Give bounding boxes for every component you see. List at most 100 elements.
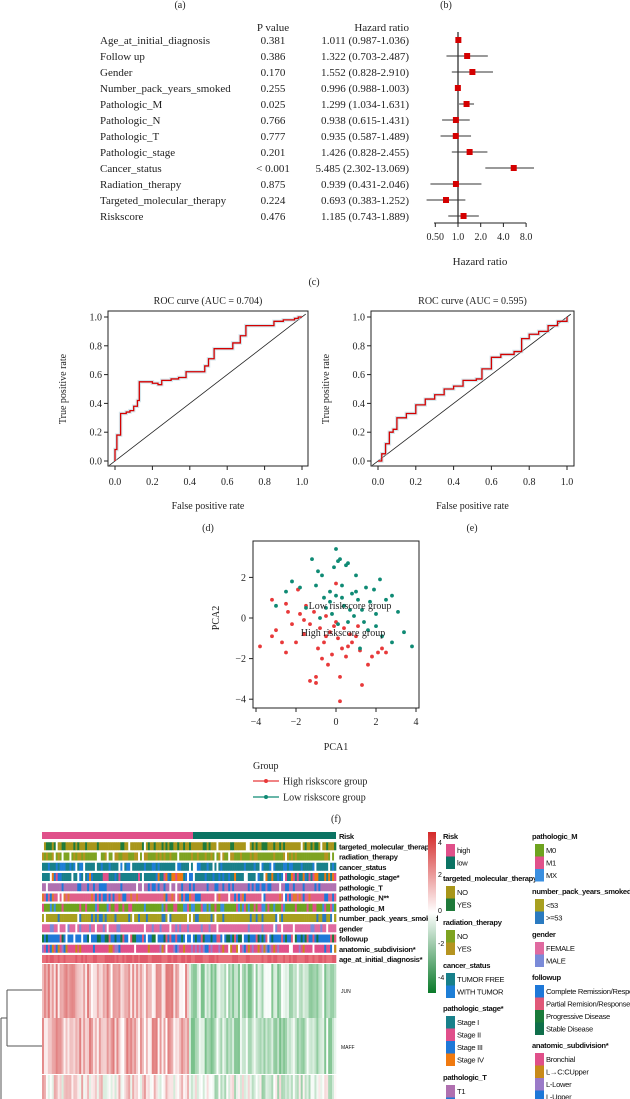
annotation-cell [255,924,258,933]
annotation-cell [42,873,45,881]
annotation-cell [302,852,305,861]
annotation-cell [249,934,253,943]
pca-point-low [354,589,358,594]
annotation-cell [202,903,205,912]
annotation-cell [216,852,219,861]
annotation-cell [55,955,58,963]
annotation-cell [116,883,119,892]
annotation-cell [55,842,58,851]
annotation-cell [163,944,166,953]
annotation-cell [222,924,225,933]
annotation-cell [77,852,80,861]
annotation-cell [81,955,84,963]
heatmap-cell [194,1018,198,1074]
annotation-cell [77,955,80,963]
annotation-cell [245,842,249,851]
annotation-cell [89,842,92,851]
annotation-cell [281,883,284,892]
annotation-cell [61,842,64,851]
annotation-cell [179,873,182,881]
heatmap-cell [79,1018,82,1074]
annotation-cell [228,955,231,963]
annotation-cell [302,842,305,851]
annotation-cell [118,934,121,943]
annotation-cell [65,934,68,943]
annotation-cell [326,852,329,861]
annotation-cell [134,924,137,933]
annotation-cell [65,862,68,871]
heatmap-cell [269,1018,272,1074]
pca-point-low [320,573,324,578]
annotation-cell [89,903,92,912]
heatmap-cell [212,964,215,1018]
annotation-cell [128,862,131,871]
legend-item-label: T1 [457,1087,465,1096]
annotation-cell [51,924,55,933]
heatmap-cell [149,1018,153,1074]
annotation-cell [247,842,251,851]
annotation-cell [285,914,288,922]
annotation-cell [175,955,178,963]
heatmap-cell [304,1075,307,1099]
pca-point-low [340,595,344,600]
annotation-cell [283,903,286,912]
annotation-cell [112,842,115,851]
heatmap-cell [210,964,213,1018]
legend-title: gender [532,930,556,939]
legend-swatch [446,1097,455,1099]
heatmap-cell [196,1075,200,1099]
annotation-cell [49,914,53,922]
annotation-cell [179,842,182,851]
heatmap-cell [165,964,168,1018]
annotation-cell [173,873,176,881]
annotation-cell [222,862,225,871]
heatmap-cell [108,964,111,1018]
annotation-cell [71,924,74,933]
annotation-cell [49,944,53,953]
annotation-cell [247,852,251,861]
annotation-cell [81,903,84,912]
annotation-cell [312,852,315,861]
annotation-cell [210,883,213,892]
annotation-cell [81,862,84,871]
annotation-cell [79,883,82,892]
pca-point-low [314,583,318,588]
heatmap-cell [253,1075,256,1099]
annotation-cell [138,924,141,933]
annotation-cell [271,852,274,861]
heatmap-cell [108,1018,111,1074]
annotation-cell [292,883,296,892]
annotation-cell [239,914,243,922]
heatmap-cell [169,964,172,1018]
heatmap-cell [239,964,243,1018]
heatmap-cell [318,964,321,1018]
heatmap-cell [98,1075,102,1099]
heatmap-cell [318,1075,321,1099]
annotation-cell [138,914,141,922]
heatmap-cell [49,964,53,1018]
forest-x-tick-label: 8.0 [520,232,533,243]
annotation-cell [53,934,57,943]
annotation-cell [87,873,90,881]
annotation-cell [212,944,215,953]
annotation-cell [163,914,166,922]
annotation-cell [239,883,243,892]
forest-row-hazard-ratio: 1.552 (0.828-2.910) [321,67,409,79]
annotation-cell [92,955,96,963]
pca-point-low [396,610,400,614]
pca-point-low [332,565,336,570]
annotation-cell [273,842,276,851]
annotation-cell [87,924,90,933]
annotation-cell [318,955,321,963]
annotation-cell [269,873,272,881]
annotation-cell [292,852,296,861]
legend-item-label: L-Upper [546,1093,572,1099]
annotation-cell [120,893,123,902]
annotation-cell [330,873,333,881]
heatmap-cell [175,1018,178,1074]
annotation-cell [202,893,205,902]
annotation-cell [73,944,76,953]
annotation-cell [255,903,258,912]
annotation-cell [310,873,313,881]
heatmap-cell [112,964,115,1018]
